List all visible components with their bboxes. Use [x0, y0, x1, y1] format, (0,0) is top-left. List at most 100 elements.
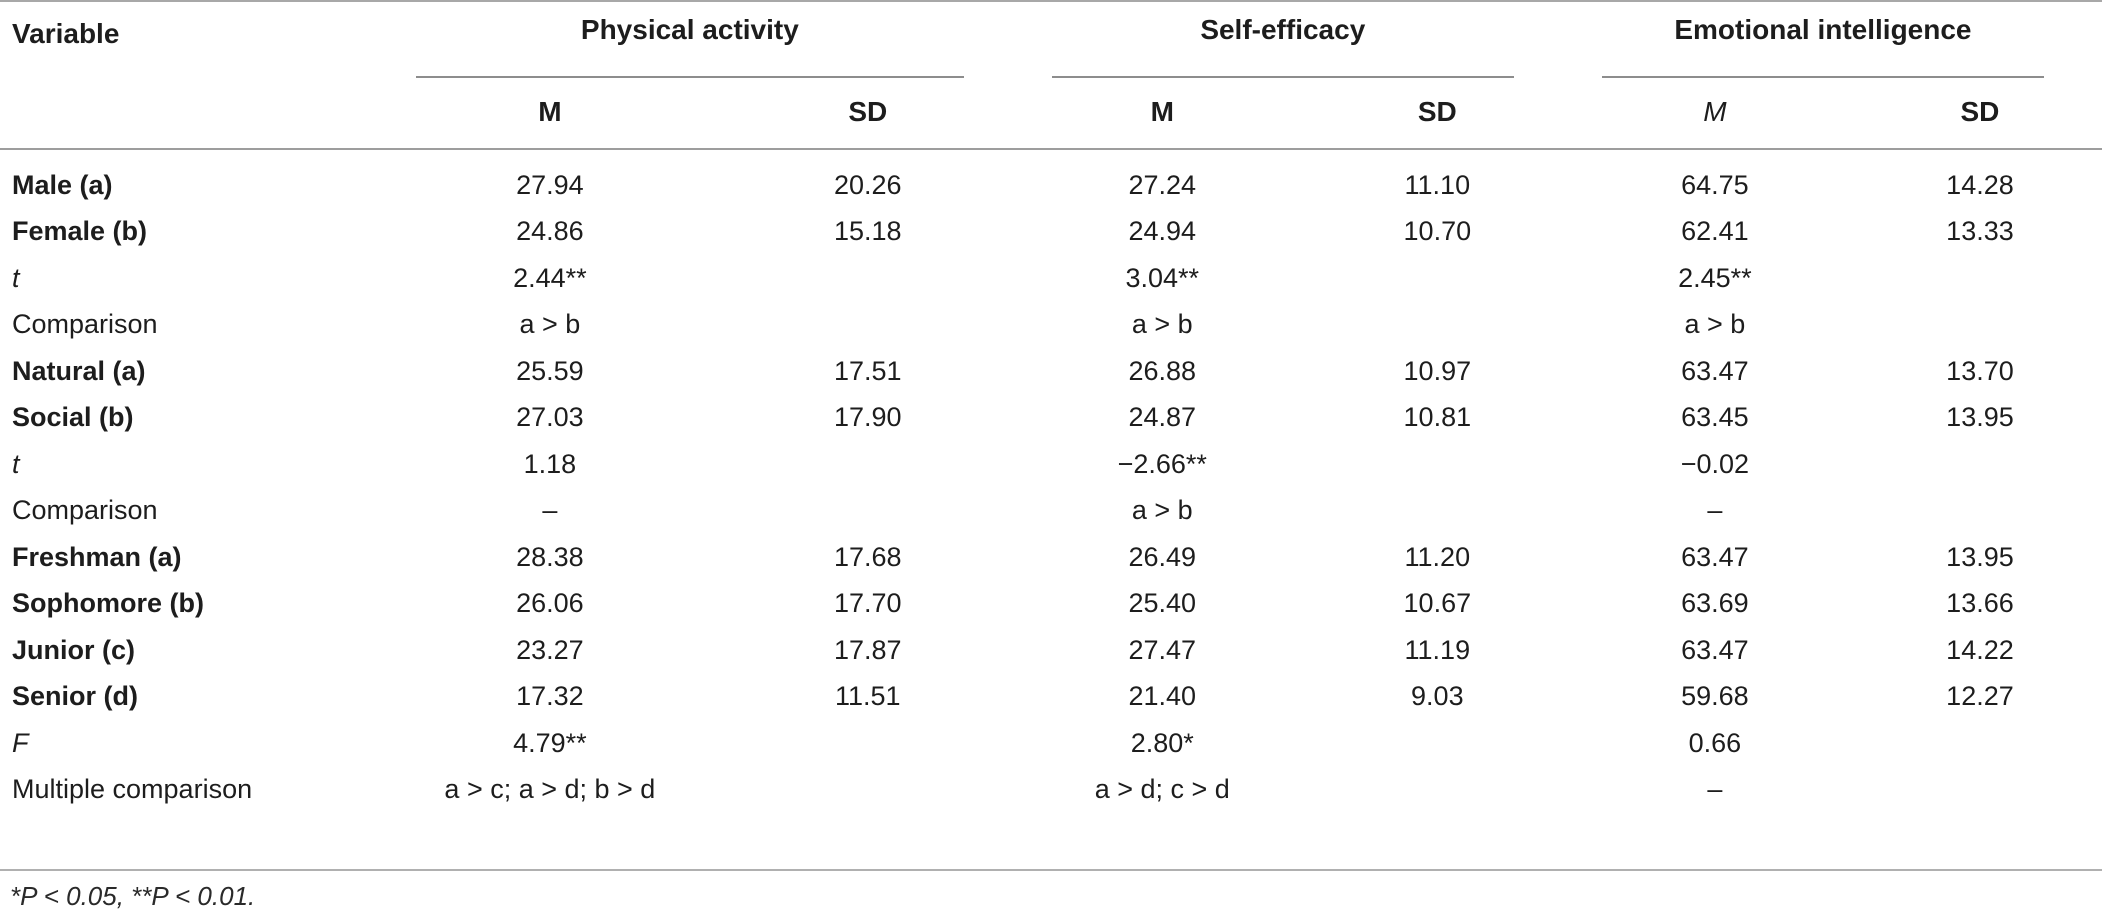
row-label: Natural (a) — [12, 355, 146, 386]
cell-se-sd — [1303, 720, 1572, 767]
group-label: Emotional intelligence — [1674, 14, 1972, 45]
cell-se-sd: 11.19 — [1404, 634, 1471, 665]
row-label: t — [12, 448, 20, 479]
cell-ei-m: 0.66 — [1688, 727, 1742, 758]
spacer-row — [0, 813, 2102, 869]
cell-se-m: a > d; c > d — [1094, 774, 1230, 805]
cell-se-m: 25.40 — [1128, 588, 1197, 619]
cell-se-m: a > b — [1131, 309, 1193, 340]
cell-ei-m: 63.47 — [1681, 355, 1749, 386]
cell-ei-m: a > b — [1684, 309, 1746, 340]
cell-pa-sd — [714, 441, 1022, 488]
cell-se-sd: 10.67 — [1403, 588, 1472, 619]
cell-se-m: 26.88 — [1128, 355, 1197, 386]
cell-se-sd — [1303, 767, 1572, 814]
table-row: Sophomore (b) 26.06 17.70 25.40 10.67 63… — [0, 581, 2102, 628]
cell-se-sd: 10.97 — [1403, 355, 1472, 386]
cell-ei-m: – — [1707, 495, 1723, 526]
cell-ei-sd: 14.22 — [1946, 634, 2014, 665]
cell-ei-m: 63.47 — [1681, 634, 1749, 665]
cell-se-sd — [1303, 255, 1572, 302]
cell-pa-sd — [714, 488, 1022, 535]
table-row: Social (b) 27.03 17.90 24.87 10.81 63.45… — [0, 395, 2102, 442]
cell-se-m: 26.49 — [1128, 541, 1197, 572]
cell-se-m: 24.94 — [1128, 216, 1197, 247]
table-row: Natural (a) 25.59 17.51 26.88 10.97 63.4… — [0, 348, 2102, 395]
table-row: Comparison – a > b – — [0, 488, 2102, 535]
row-label: Comparison — [12, 495, 158, 526]
cell-pa-sd: 20.26 — [834, 169, 902, 200]
cell-pa-m: 24.86 — [516, 216, 584, 247]
table-row: Comparison a > b a > b a > b — [0, 302, 2102, 349]
cell-se-sd: 11.20 — [1404, 541, 1471, 572]
cell-pa-sd: 17.51 — [834, 355, 902, 386]
table-row: Female (b) 24.86 15.18 24.94 10.70 62.41… — [0, 209, 2102, 256]
cell-pa-sd — [714, 767, 1022, 814]
column-header-pa-sd: SD — [713, 78, 1022, 150]
cell-ei-m: 2.45** — [1678, 262, 1752, 293]
cell-ei-m: 63.45 — [1681, 402, 1749, 433]
cell-ei-sd: 14.28 — [1946, 169, 2014, 200]
column-header-variable: Variable — [0, 1, 386, 150]
cell-pa-sd — [714, 720, 1022, 767]
row-label: Junior (c) — [12, 634, 136, 665]
cell-pa-m: 26.06 — [516, 588, 584, 619]
cell-pa-sd: 17.68 — [834, 541, 902, 572]
row-label: t — [12, 262, 20, 293]
significance-footnote: *P < 0.05, **P < 0.01. — [0, 869, 2102, 912]
cell-pa-sd: 15.18 — [834, 216, 902, 247]
column-header-pa-mean: M — [385, 78, 714, 150]
cell-ei-sd — [1858, 488, 2102, 535]
cell-ei-sd: 13.70 — [1946, 355, 2014, 386]
cell-ei-sd — [1858, 302, 2102, 349]
cell-pa-m: 28.38 — [516, 541, 584, 572]
group-header-physical-activity: Physical activity — [386, 1, 1022, 78]
table-row: F 4.79** 2.80* 0.66 — [0, 720, 2102, 767]
cell-se-sd — [1303, 302, 1572, 349]
table-row: Multiple comparison a > c; a > d; b > d … — [0, 767, 2102, 814]
row-label: Social (b) — [12, 402, 134, 433]
row-label: Freshman (a) — [12, 541, 182, 572]
cell-ei-sd: 13.95 — [1946, 541, 2014, 572]
cell-ei-m: – — [1707, 774, 1723, 805]
cell-ei-sd: 13.33 — [1946, 216, 2014, 247]
cell-se-m: 27.47 — [1128, 634, 1197, 665]
row-label: Sophomore (b) — [12, 588, 204, 619]
cell-pa-m: 27.94 — [516, 169, 584, 200]
column-header-se-sd: SD — [1302, 78, 1572, 150]
column-header-ei-mean: M — [1571, 78, 1858, 150]
cell-ei-m: 63.69 — [1681, 588, 1749, 619]
row-label: Male (a) — [12, 169, 113, 200]
table-row: t 1.18 −2.66** −0.02 — [0, 441, 2102, 488]
table-row: Junior (c) 23.27 17.87 27.47 11.19 63.47… — [0, 627, 2102, 674]
cell-pa-m: – — [542, 495, 558, 526]
cell-se-m: 3.04** — [1125, 262, 1200, 293]
cell-pa-m: 23.27 — [516, 634, 584, 665]
cell-pa-sd — [714, 255, 1022, 302]
row-label: Multiple comparison — [12, 774, 253, 805]
statistics-table: Variable Physical activity Self-efficacy… — [0, 0, 2102, 869]
cell-pa-m: 4.79** — [513, 727, 587, 758]
group-header-self-efficacy: Self-efficacy — [1022, 1, 1572, 78]
cell-se-m: −2.66** — [1117, 448, 1207, 479]
group-header-emotional-intelligence: Emotional intelligence — [1572, 1, 2102, 78]
cell-pa-m: 1.18 — [523, 448, 577, 479]
group-header-row: Variable Physical activity Self-efficacy… — [0, 1, 2102, 150]
cell-pa-m: 27.03 — [516, 402, 584, 433]
cell-pa-sd: 17.90 — [834, 402, 902, 433]
cell-ei-sd — [1858, 767, 2102, 814]
table-row: Senior (d) 17.32 11.51 21.40 9.03 59.68 … — [0, 674, 2102, 721]
cell-pa-m: a > c; a > d; b > d — [444, 774, 656, 805]
cell-se-m: 21.40 — [1128, 681, 1197, 712]
table-row: t 2.44** 3.04** 2.45** — [0, 255, 2102, 302]
cell-se-sd — [1303, 441, 1572, 488]
cell-pa-sd: 17.70 — [834, 588, 902, 619]
cell-pa-m: 25.59 — [516, 355, 584, 386]
row-label: F — [12, 727, 29, 758]
group-label: Self-efficacy — [1200, 14, 1366, 45]
column-header-se-mean: M — [1021, 78, 1303, 150]
cell-ei-m: −0.02 — [1680, 448, 1750, 479]
cell-pa-m: 2.44** — [513, 262, 587, 293]
stat-header-row: M SD M SD M SD — [0, 78, 2102, 150]
